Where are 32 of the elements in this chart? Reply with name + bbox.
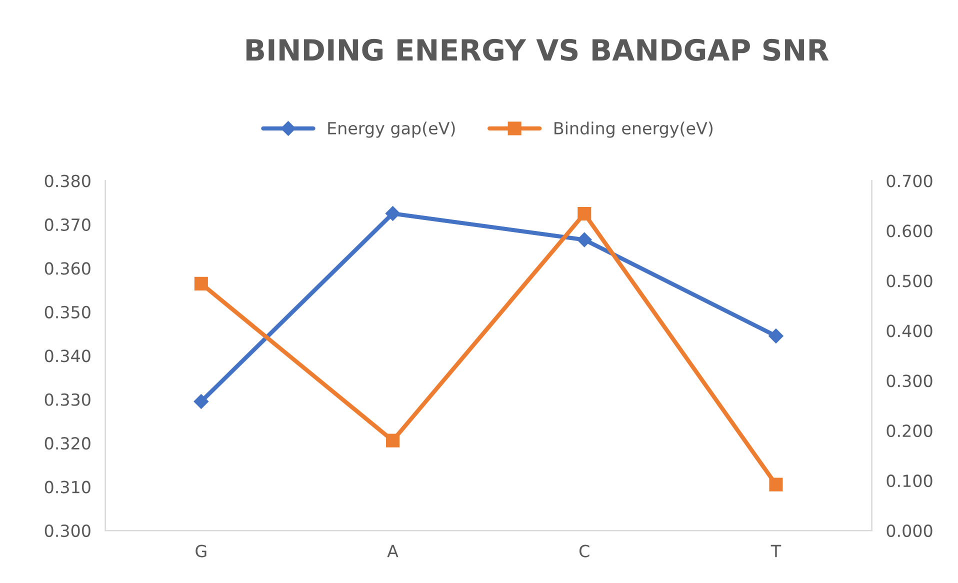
y-tick-label: 0.330: [44, 393, 90, 406]
point: [768, 328, 784, 344]
y-tick-label: 0.340: [44, 350, 90, 362]
y2-tick-label: 0.300: [886, 374, 932, 388]
x-tick-label: T: [770, 544, 782, 558]
point: [769, 478, 783, 492]
point: [194, 394, 209, 409]
y-tick-label: 0.320: [44, 437, 90, 450]
point: [578, 206, 592, 220]
point: [385, 206, 400, 221]
legend-label: Binding energy(eV): [554, 122, 712, 138]
y2-tick-label: 0.400: [886, 324, 932, 338]
point: [576, 232, 592, 248]
x-tick-label: A: [387, 544, 398, 558]
chart-title: BINDING ENERGY VS BANDGAP SNR: [246, 38, 829, 61]
x-tick-label: C: [579, 544, 590, 558]
y2-tick-label: 0.200: [886, 424, 932, 438]
legend-label: Energy gap(eV): [328, 122, 455, 138]
y-tick-label: 0.360: [44, 262, 90, 275]
y-tick-label: 0.350: [44, 306, 90, 318]
x-tick-label: G: [196, 544, 206, 558]
y-tick-label: 0.300: [44, 524, 90, 538]
y2-tick-label: 0.100: [886, 474, 932, 488]
y2-tick-label: 0.600: [886, 224, 932, 238]
y2-tick-label: 0.500: [886, 274, 932, 288]
y-tick-label: 0.370: [44, 218, 90, 232]
y-tick-label: 0.380: [44, 174, 90, 188]
y2-tick-label: 0.000: [886, 524, 932, 538]
point: [386, 434, 400, 448]
y2-tick-label: 0.700: [886, 174, 932, 188]
y-tick-label: 0.310: [44, 480, 90, 494]
point: [194, 276, 208, 290]
